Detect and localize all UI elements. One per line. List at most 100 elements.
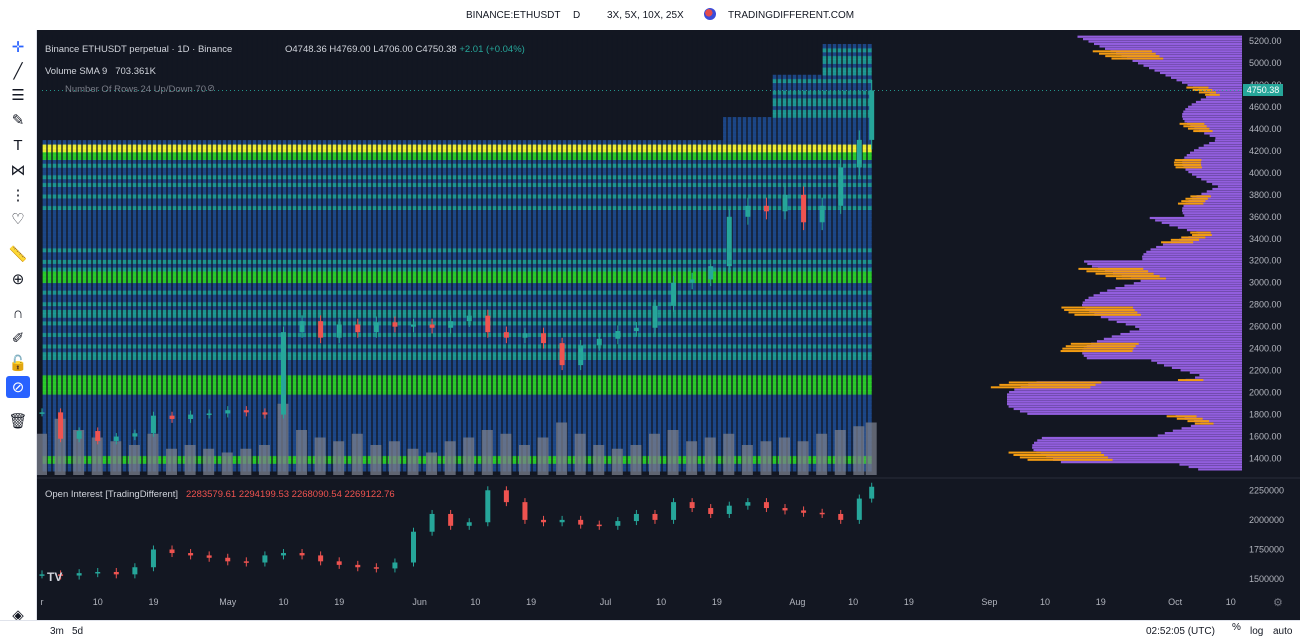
hide-indicator-icon[interactable]: ⊘ [207,83,215,94]
profile-delta-bar [1105,55,1160,58]
profile-bar [1183,204,1242,208]
candle-body [262,412,268,415]
symbol-label[interactable]: BINANCE:ETHUSDT [466,10,561,21]
profile-bar [1019,410,1242,413]
crosshair-icon[interactable]: ✛ [11,39,25,56]
range-5d-button[interactable]: 5d [72,626,84,637]
legend-title: Binance ETHUSDT perpetual · 1D · Binance [45,44,233,55]
profile-bar [1041,436,1242,440]
candle-body [633,327,639,332]
candle-body [39,412,45,414]
volume-bar [816,433,828,475]
chart-area[interactable]: 1400.00 1600.00 1800.00 2000.00 2200.00 2400.… [37,30,1300,620]
profile-bar [1193,419,1242,423]
profile-delta-bar [1190,195,1211,198]
eye-hide-icon[interactable]: ⊘ [6,376,30,398]
time-tick-label: 10 [1040,597,1050,607]
site-label[interactable]: TRADINGDIFFERENT.COM [728,10,855,21]
volume-label: Volume SMA 9 [45,66,108,77]
oi-body [745,502,751,506]
candle-body [652,305,658,328]
profile-bar [1157,434,1242,437]
time-tick-label: r [41,597,44,607]
interval-label[interactable]: D [573,10,581,21]
ruler-icon[interactable]: 📏 [8,246,28,263]
profile-bar [1156,245,1242,249]
trash-icon[interactable]: 🗑 [8,413,28,430]
heart-icon[interactable]: ♡ [11,211,25,228]
unlock-icon[interactable]: 🔓 [8,355,28,372]
volume-bar [537,437,549,475]
oi-body [169,549,175,554]
forecast-icon[interactable]: ⋮ [10,187,26,204]
volume-bar [481,430,493,475]
profile-bar [1161,221,1242,224]
profile-bar [1184,156,1242,159]
oi-body [150,549,156,568]
candle-body [225,410,231,414]
profile-bar [1180,369,1242,372]
price-axis: 1400.00 1600.00 1800.00 2000.00 2200.00 2400.… [1249,36,1284,584]
profile-bar [1060,461,1242,464]
oi-label: Open Interest [TradingDifferent] [45,489,179,500]
layers-icon[interactable]: ◈ [12,607,24,624]
profile-bar [1139,328,1242,331]
profile-bar [1094,42,1242,46]
candle-body [336,324,342,338]
magnet-icon[interactable]: ∩ [12,304,24,322]
time-axis: r 10 19 May 10 19 Jun 10 19 Jul 10 19 Aug 10 19 Sep 10 19… [41,597,1236,607]
zoom-icon[interactable]: ⊕ [11,271,25,288]
profile-delta-bar [1092,50,1152,53]
pattern-icon[interactable]: ⋈ [10,162,26,179]
text-icon[interactable]: T [13,136,23,154]
profile-bar [1142,258,1242,261]
profile-bar [1104,270,1242,273]
profile-bar [1040,453,1242,457]
liquidity-heatmap [41,35,872,475]
volume-bar [500,433,512,475]
profile-bar [1133,282,1242,285]
profile-bar [1157,361,1242,365]
log-button[interactable]: log [1250,626,1264,637]
candle-body [355,324,361,333]
lock-drawings-icon[interactable]: ✐ [11,330,25,347]
profile-delta-bar [1019,456,1108,459]
profile-bar [1182,112,1242,116]
profile-delta-bar [1187,420,1210,423]
price-tick-label: 4000.00 [1249,168,1282,178]
oi-body [763,502,769,509]
profile-delta-bar [1086,270,1149,273]
oi-body [838,513,844,520]
time-tick-label: Aug [789,597,805,607]
profile-delta-bar [1062,347,1134,350]
brush-icon[interactable]: ✎ [11,112,25,129]
legend-low: L4706.00 [373,44,413,55]
candle-body [689,279,695,283]
profile-bar [1204,132,1242,135]
profile-bar [1034,441,1242,444]
profile-delta-bar [1183,125,1207,128]
profile-bar [1170,241,1242,244]
trendline-icon[interactable]: ╱ [13,63,23,80]
oi-body [95,571,101,574]
oi-body [243,561,249,563]
price-tick-label: 2000.00 [1249,388,1282,398]
profile-bar [1140,279,1242,282]
profile-delta-bar [1192,88,1213,91]
profile-delta-bar [1008,381,1102,384]
fib-icon[interactable]: ☰ [11,87,25,104]
profile-bar [1179,463,1242,466]
percent-button[interactable]: % [1232,622,1241,633]
profile-delta-bar [1064,308,1135,311]
auto-button[interactable]: auto [1273,626,1293,637]
price-candles [39,79,875,445]
profile-bar [1091,342,1242,345]
oi-body [503,490,509,503]
profile-bar [1142,255,1242,258]
volume-bar [741,445,753,475]
chart-canvas[interactable]: 1400.00 1600.00 1800.00 2000.00 2200.00 2400.… [37,30,1300,620]
profile-delta-bar [1008,451,1102,454]
range-3m-button[interactable]: 3m [50,626,64,637]
profile-bar [1135,325,1242,328]
profile-bar [1149,216,1242,220]
